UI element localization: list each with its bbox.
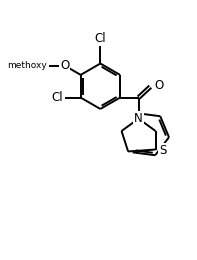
Text: O: O — [60, 59, 69, 72]
Text: N: N — [134, 112, 143, 125]
Text: O: O — [154, 79, 163, 92]
Text: S: S — [159, 144, 166, 157]
Text: methoxy: methoxy — [7, 61, 47, 70]
Text: Cl: Cl — [51, 91, 63, 104]
Text: Cl: Cl — [95, 32, 106, 45]
